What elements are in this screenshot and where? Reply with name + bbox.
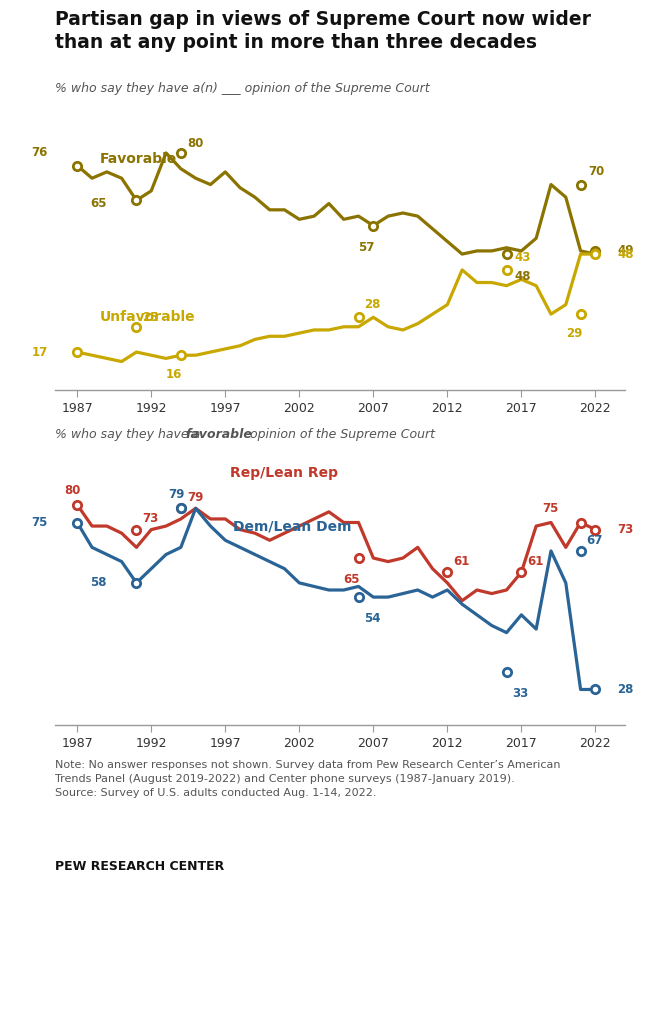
Text: 67: 67 [586,534,603,547]
Text: 48: 48 [514,269,531,283]
Text: 58: 58 [91,577,107,590]
Text: 33: 33 [512,686,529,699]
Text: opinion of the Supreme Court: opinion of the Supreme Court [246,428,435,441]
Text: 28: 28 [365,298,380,311]
Text: 70: 70 [588,166,604,178]
Text: Partisan gap in views of Supreme Court now wider
than at any point in more than : Partisan gap in views of Supreme Court n… [55,10,591,52]
Text: 73: 73 [142,512,159,525]
Text: 75: 75 [542,502,558,515]
Text: favorable: favorable [185,428,252,441]
Text: 79: 79 [168,487,184,501]
Text: 73: 73 [617,523,634,537]
Text: 49: 49 [617,245,634,257]
Text: 61: 61 [453,555,470,568]
Text: 61: 61 [527,555,544,568]
Text: PEW RESEARCH CENTER: PEW RESEARCH CENTER [55,860,224,873]
Text: 76: 76 [31,146,48,160]
Text: 25: 25 [142,311,159,324]
Text: Dem/Lean Dem: Dem/Lean Dem [233,519,351,534]
Text: 28: 28 [617,683,634,696]
Text: 80: 80 [64,484,81,497]
Text: % who say they have a(n) ___ opinion of the Supreme Court: % who say they have a(n) ___ opinion of … [55,82,430,95]
Text: 29: 29 [567,327,583,340]
Text: 48: 48 [617,248,634,260]
Text: 75: 75 [31,516,48,529]
Text: Unfavorable: Unfavorable [100,309,195,324]
Text: 65: 65 [343,572,359,586]
Text: Note: No answer responses not shown. Survey data from Pew Research Center’s Amer: Note: No answer responses not shown. Sur… [55,760,560,798]
Text: Rep/Lean Rep: Rep/Lean Rep [230,466,338,480]
Text: 80: 80 [187,137,203,150]
Text: % who say they have a: % who say they have a [55,428,204,441]
Text: 79: 79 [187,492,203,504]
Text: 54: 54 [365,612,381,625]
Text: Favorable: Favorable [100,152,176,166]
Text: 43: 43 [514,251,530,264]
Text: 65: 65 [91,197,107,210]
Text: 17: 17 [31,345,48,358]
Text: 16: 16 [165,368,182,381]
Text: 57: 57 [358,242,374,254]
